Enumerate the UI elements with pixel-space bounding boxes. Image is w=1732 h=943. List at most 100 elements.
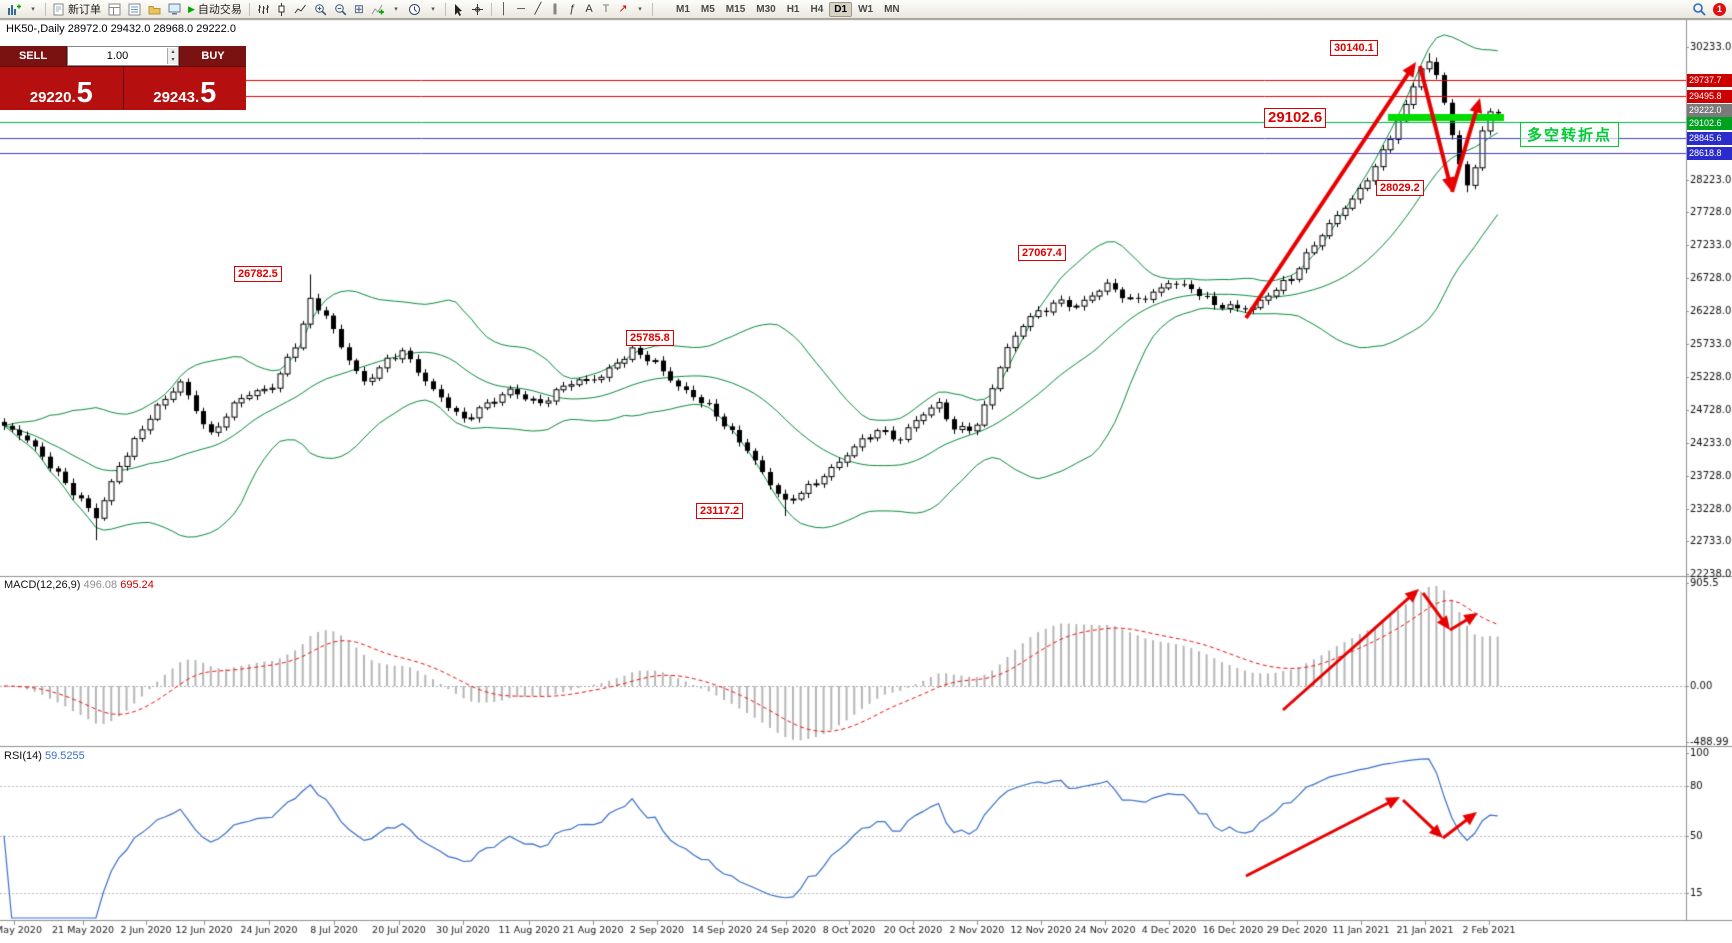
price-callout: 26782.5	[234, 266, 282, 282]
price-axis-marker: 29737.7	[1687, 73, 1732, 87]
bar-chart-type-button[interactable]	[254, 1, 273, 18]
timeframe-m15[interactable]: M15	[725, 3, 746, 15]
annotation-cn-note: 多空转折点	[1520, 122, 1620, 147]
buy-price[interactable]: 29243. 5	[123, 67, 246, 110]
volume-value[interactable]: 1.00	[106, 50, 129, 62]
ohlc-values: 28972.0 29432.0 28968.0 29222.0	[67, 23, 236, 35]
rsi-title: RSI(14)	[4, 750, 42, 762]
rsi-value: 59.5255	[44, 750, 85, 762]
timeframe-h4[interactable]: H4	[810, 3, 824, 15]
cursor-icon	[454, 3, 462, 16]
crosshair-button[interactable]	[468, 1, 487, 18]
candlestick-type-button[interactable]	[274, 1, 290, 18]
sell-price[interactable]: 29220. 5	[0, 67, 123, 110]
new-order-icon	[53, 3, 64, 15]
data-window-button[interactable]	[125, 1, 144, 18]
timeframe-mn[interactable]: MN	[884, 3, 900, 15]
price-callout: 30140.1	[1330, 40, 1378, 56]
new-order-button[interactable]: 新订单	[50, 1, 104, 18]
toolbar-separator	[444, 2, 446, 16]
price-axis-marker: 29495.8	[1687, 89, 1732, 103]
vertical-line-tool[interactable]: │	[500, 2, 508, 15]
horizontal-line-tool[interactable]: ─	[517, 2, 525, 15]
macd-value-1: 496.08	[83, 579, 118, 591]
timeframe-d1[interactable]: D1	[829, 1, 853, 17]
price-callout: 29102.6	[1264, 108, 1327, 128]
timeframe-m30[interactable]: M30	[756, 3, 776, 15]
price-callout: 25785.8	[626, 330, 674, 346]
timeframe-m1[interactable]: M1	[675, 3, 690, 15]
zoom-out-icon	[335, 3, 347, 15]
navigator-icon	[148, 5, 161, 14]
toolbar-separator	[45, 2, 46, 16]
market-watch-button[interactable]	[105, 1, 124, 18]
shapes-dropdown-icon[interactable]: ▾	[638, 6, 642, 13]
price-axis-marker: 28845.6	[1687, 131, 1732, 145]
market-watch-icon	[108, 3, 121, 15]
navigator-button[interactable]	[145, 1, 164, 18]
spinner-down-icon[interactable]: ▾	[168, 56, 178, 64]
sell-button[interactable]: SELL	[0, 46, 66, 66]
toolbar: ▾ 新订单 ▶ 自动交易 ⊞ ▾ ▾	[0, 0, 1732, 19]
price-axis-marker: 28618.8	[1687, 146, 1732, 160]
search-button[interactable]	[1689, 1, 1709, 18]
label-tool[interactable]: T	[602, 2, 610, 15]
tile-windows-icon[interactable]: ⊞	[353, 2, 364, 16]
volume-spinner[interactable]: ▴ ▾	[167, 48, 178, 64]
zoom-out-button[interactable]	[331, 1, 350, 18]
chart-symbol-ohlc: HK50-,Daily 28972.0 29432.0 28968.0 2922…	[6, 23, 236, 35]
timeframe-h1[interactable]: H1	[786, 3, 800, 15]
channel-tool[interactable]: ∥	[552, 2, 558, 15]
price-callout: 28029.2	[1376, 180, 1424, 196]
periods-dropdown-icon[interactable]: ▾	[431, 6, 435, 13]
macd-value-2: 695.24	[120, 579, 154, 591]
sell-price-pips: 5	[76, 77, 93, 110]
indicators-button[interactable]	[368, 1, 387, 18]
price-callout: 23117.2	[696, 503, 744, 519]
toolbar-right-group: 1	[1689, 1, 1728, 18]
indicators-dropdown-icon[interactable]: ▾	[394, 6, 398, 13]
toolbar-separator	[490, 2, 492, 16]
buy-price-pips: 5	[200, 77, 217, 110]
macd-indicator-label: MACD(12,26,9) 496.08 695.24	[4, 579, 154, 591]
line-chart-type-button[interactable]	[291, 1, 310, 18]
timeframe-w1[interactable]: W1	[858, 3, 874, 15]
new-chart-dropdown-icon[interactable]: ▾	[31, 6, 35, 13]
text-tool[interactable]: A	[585, 2, 593, 15]
fibonacci-tool[interactable]: ƒ	[568, 2, 576, 15]
symbol-period-label: HK50-,Daily	[6, 23, 65, 35]
autotrade-label: 自动交易	[197, 4, 242, 16]
buy-button[interactable]: BUY	[180, 46, 246, 66]
bar-chart-icon	[257, 4, 269, 14]
terminal-button[interactable]	[165, 1, 184, 18]
indicators-icon	[371, 4, 384, 14]
volume-input[interactable]: 1.00 ▴ ▾	[67, 46, 179, 66]
price-axis-marker: 29222.0	[1687, 103, 1732, 117]
periods-button[interactable]	[405, 1, 424, 18]
new-chart-button[interactable]	[4, 1, 24, 18]
one-click-trading-panel: SELL 1.00 ▴ ▾ BUY 29220. 5 29243. 5	[0, 46, 246, 110]
zoom-in-icon	[315, 3, 327, 15]
trendline-tool[interactable]: ╱	[534, 2, 542, 15]
autotrade-button[interactable]: ▶ 自动交易	[185, 1, 245, 18]
price-axis-marker: 29102.6	[1687, 116, 1732, 130]
spinner-up-icon[interactable]: ▴	[168, 48, 178, 56]
zoom-in-button[interactable]	[311, 1, 330, 18]
sell-price-main: 29220.	[29, 88, 76, 106]
price-callout: 27067.4	[1018, 245, 1066, 261]
shapes-tool[interactable]: ↗	[618, 2, 628, 15]
timeframe-m5[interactable]: M5	[700, 3, 715, 15]
toolbar-separator	[651, 2, 653, 16]
cursor-button[interactable]	[450, 1, 467, 18]
toolbar-separator	[248, 2, 250, 16]
rsi-indicator-label: RSI(14) 59.5255	[4, 750, 85, 762]
line-chart-icon	[294, 4, 306, 13]
candlestick-icon	[278, 2, 285, 16]
timeframe-group: M1 M5 M15 M30 H1 H4 D1 W1 MN	[671, 1, 905, 17]
notification-badge[interactable]: 1	[1713, 2, 1726, 16]
buy-price-main: 29243.	[153, 88, 200, 106]
macd-title: MACD(12,26,9)	[4, 579, 81, 591]
new-order-label: 新订单	[68, 4, 101, 16]
